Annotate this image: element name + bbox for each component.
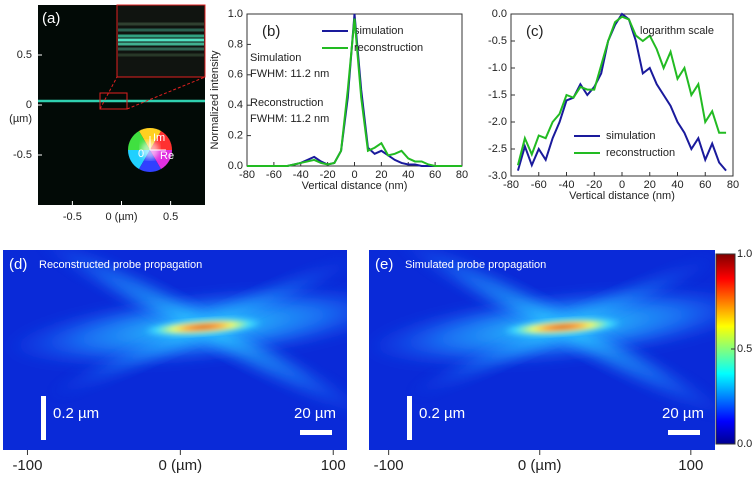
scalebar-label: 0.2 µm xyxy=(53,405,99,422)
x-tick-label: 0 (µm) xyxy=(518,457,562,474)
x-tick-label: 80 xyxy=(456,169,468,181)
zoom-link xyxy=(99,76,118,110)
annotation: logarithm scale xyxy=(640,25,714,37)
annotation: FWHM: 11.2 nm xyxy=(250,68,329,80)
x-tick-label: -80 xyxy=(503,179,519,191)
y-tick-label: -3.0 xyxy=(488,170,507,182)
heatmap xyxy=(3,250,347,450)
series-line xyxy=(516,12,727,172)
beam-core xyxy=(502,317,623,337)
scalebar xyxy=(300,430,332,435)
y-tick-label: 0 xyxy=(26,99,32,111)
x-tick-label: -20 xyxy=(320,169,336,181)
colorbar-tick-label: 0.0 xyxy=(737,438,752,450)
wheel-label: Im xyxy=(153,132,165,144)
panel-label: (b) xyxy=(262,23,280,40)
series-line xyxy=(516,15,727,166)
x-tick-label: -40 xyxy=(293,169,309,181)
scalebar xyxy=(41,396,46,440)
panel-label: (e) xyxy=(375,256,393,273)
legend-label: reconstruction xyxy=(606,147,675,159)
annotation: Simulation xyxy=(250,52,301,64)
panel-label: (a) xyxy=(42,10,60,27)
x-tick-label: -60 xyxy=(531,179,547,191)
color-wheel xyxy=(139,150,161,172)
y-tick-label: 0.8 xyxy=(228,38,243,50)
x-tick-label: 40 xyxy=(671,179,683,191)
x-tick-label: 0.5 xyxy=(163,211,178,223)
panel-label: (d) xyxy=(9,256,27,273)
x-tick-label: 20 xyxy=(375,169,387,181)
x-tick-label: 100 xyxy=(678,457,703,474)
zoom-box xyxy=(99,92,128,110)
beam-core xyxy=(143,317,264,337)
wheel-label: Re xyxy=(160,150,174,162)
x-axis-label: Vertical distance (nm) xyxy=(569,190,675,202)
zoom-link xyxy=(126,76,206,110)
x-tick-label: 40 xyxy=(402,169,414,181)
y-tick-label: -2.0 xyxy=(488,116,507,128)
y-tick-label: 1.0 xyxy=(228,8,243,20)
y-tick-label: 0.0 xyxy=(492,8,507,20)
x-tick-label: -80 xyxy=(239,169,255,181)
y-tick-label: -1.0 xyxy=(488,62,507,74)
panel-title: Simulated probe propagation xyxy=(405,259,546,271)
legend-label: reconstruction xyxy=(354,42,423,54)
y-tick-label: -1.5 xyxy=(488,89,507,101)
x-tick-label: -60 xyxy=(266,169,282,181)
x-tick-label: -100 xyxy=(12,457,42,474)
series-line xyxy=(247,18,462,167)
y-tick-label: 0.5 xyxy=(17,49,32,61)
annotation: Reconstruction xyxy=(250,97,323,109)
x-tick-label: 0 xyxy=(351,169,357,181)
y-tick-label: -0.5 xyxy=(488,35,507,47)
x-tick-label: -100 xyxy=(374,457,404,474)
y-tick-label: -0.5 xyxy=(13,149,32,161)
colorbar-tick-label: 0.5 xyxy=(737,343,752,355)
scalebar xyxy=(407,396,412,440)
x-tick-label: -40 xyxy=(559,179,575,191)
scalebar-label: 20 µm xyxy=(294,405,336,422)
y-axis-label: Normalized intensity xyxy=(209,50,221,150)
scalebar-label: 20 µm xyxy=(662,405,704,422)
y-tick-label: 0.2 xyxy=(228,130,243,142)
y-tick-label: 0.6 xyxy=(228,69,243,81)
x-tick-label: 80 xyxy=(727,179,739,191)
y-tick-label: 0.4 xyxy=(228,99,243,111)
y-axis-label: (µm) xyxy=(9,113,32,125)
legend-label: simulation xyxy=(606,130,656,142)
x-tick-label: 0 xyxy=(619,179,625,191)
x-tick-label: 0 (µm) xyxy=(105,211,137,223)
annotation: FWHM: 11.2 nm xyxy=(250,113,329,125)
x-axis-label: Vertical distance (nm) xyxy=(302,180,408,192)
wheel-label: 0 xyxy=(138,148,144,160)
y-tick-label: -2.5 xyxy=(488,143,507,155)
y-tick-label: 0.0 xyxy=(228,160,243,172)
x-tick-label: -0.5 xyxy=(63,211,82,223)
x-tick-label: 20 xyxy=(644,179,656,191)
panel-label: (c) xyxy=(526,23,544,40)
legend-label: simulation xyxy=(354,25,404,37)
x-tick-label: 60 xyxy=(699,179,711,191)
panel-title: Reconstructed probe propagation xyxy=(39,259,202,271)
scalebar xyxy=(668,430,700,435)
heatmap xyxy=(369,250,715,450)
x-tick-label: 0 (µm) xyxy=(159,457,203,474)
x-tick-label: -20 xyxy=(586,179,602,191)
colorbar-tick-label: 1.0 xyxy=(737,248,752,260)
x-tick-label: 100 xyxy=(321,457,346,474)
x-tick-label: 60 xyxy=(429,169,441,181)
scalebar-label: 0.2 µm xyxy=(419,405,465,422)
